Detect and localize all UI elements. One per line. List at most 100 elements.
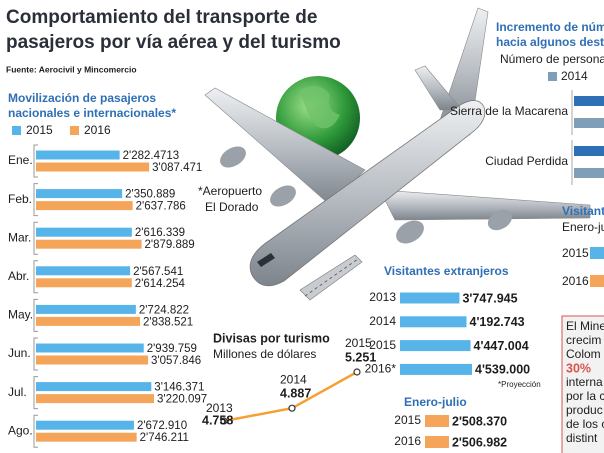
category-label: Ene. [8,153,33,167]
value-label: 2'637.786 [136,201,186,213]
cut-bar [590,275,604,287]
bar [36,150,120,160]
chart-title: Enero-julio [404,395,467,409]
value-label: 3'146.371 [154,382,204,394]
bracket [33,337,38,371]
legend-label: 2014 [561,69,588,83]
category-label: 2016* [365,362,397,376]
point [353,368,361,376]
value-label: 2'724.822 [139,304,189,316]
value-label: 4'192.743 [470,315,525,329]
category-label: 2013 [206,401,233,415]
category-label: Ciudad Perdida [485,154,568,168]
category-label: Abr. [8,269,29,283]
point [220,417,228,425]
legend-swatch [548,72,557,81]
bar [425,436,449,448]
value-label: 4'447.004 [474,339,529,353]
value-label: 2'506.982 [452,435,507,449]
cut-bar [574,168,604,178]
category-label: Jun. [8,346,31,360]
bracket [33,260,38,294]
category-label: 2014 [369,314,396,328]
bar [36,278,132,288]
point [288,404,296,412]
bar [36,382,152,392]
bracket [33,144,38,178]
bar [400,363,472,375]
bar [36,316,141,326]
value-label: 2'614.254 [135,278,186,290]
value-label: 2'838.521 [143,316,193,328]
bar [425,415,449,427]
box-text: interna [566,375,603,389]
panel-subtitle: Enero-ju [562,220,604,234]
bracket [33,414,38,448]
value-label: 4.887 [280,386,311,400]
annotation: *Aeropuerto [198,184,262,198]
category-label: Feb. [8,192,32,206]
value-label: 5.251 [345,350,376,364]
bar [36,227,132,237]
cut-bar [590,247,604,259]
category-label: Mar. [8,230,31,244]
value-label: 2'746.211 [140,432,189,444]
panel-title: Incremento de núm [496,20,604,34]
note: *Proyección [498,380,541,389]
bar [36,162,150,172]
bar [400,340,471,352]
bar [36,394,154,404]
box-text: produc [566,403,603,417]
box-text: 30% [566,361,591,375]
chart-title: Visitantes extranjeros [384,264,509,278]
box-text: Colom [566,347,601,361]
value-label: 3'087.471 [152,162,202,174]
category-label: 2013 [369,290,396,304]
cut-bar [574,118,604,128]
bar [36,432,137,442]
bar [36,266,131,276]
value-label: 2'350.889 [125,189,175,201]
value-label: 3'220.097 [157,394,207,406]
bracket [33,221,38,255]
cut-bar [574,146,604,156]
panel-title: hacia algunos dest [496,35,604,49]
legend-swatch [12,126,21,135]
side-panel: Incremento de núm hacia algunos dest Núm… [450,20,604,453]
category-label: Jul. [8,385,27,399]
value-label: 2'508.370 [452,414,507,428]
chart-title: nacionales e internacionales* [8,106,176,120]
bracket [33,376,38,410]
value-label: 4.758 [202,413,233,427]
bar [36,304,136,314]
year-label: 2016 [562,274,589,288]
box-text: de los c [566,417,604,431]
cut-bar [574,96,604,106]
chart-title: Movilización de pasajeros [8,91,156,105]
category-label: 2015 [394,413,421,427]
value-label: 2'567.541 [133,266,183,278]
category-label: May. [8,308,33,322]
category-label: 2014 [280,372,307,386]
value-label: 3'747.945 [462,291,517,305]
title-line: Comportamiento del transporte de [6,7,317,28]
bar [36,239,142,249]
value-label: 4'539.000 [475,363,530,377]
bar [36,343,144,353]
value-label: 3'057.846 [151,355,201,367]
title-line: pasajeros por vía aérea y del turismo [6,32,341,53]
bracket [33,298,38,332]
category-label: 2015 [369,338,396,352]
value-label: 2'939.759 [147,343,197,355]
category-label: Sierra de la Macarena [450,104,568,118]
airplane-illustration [204,7,591,301]
legend-label: 2015 [26,123,53,137]
bracket [33,183,38,217]
year-label: 2015 [562,246,589,260]
value-label: 2'616.339 [135,227,185,239]
panel-title: Visitant [562,204,604,218]
box-text: por la c [566,389,604,403]
value-label: 2'879.889 [145,239,195,251]
